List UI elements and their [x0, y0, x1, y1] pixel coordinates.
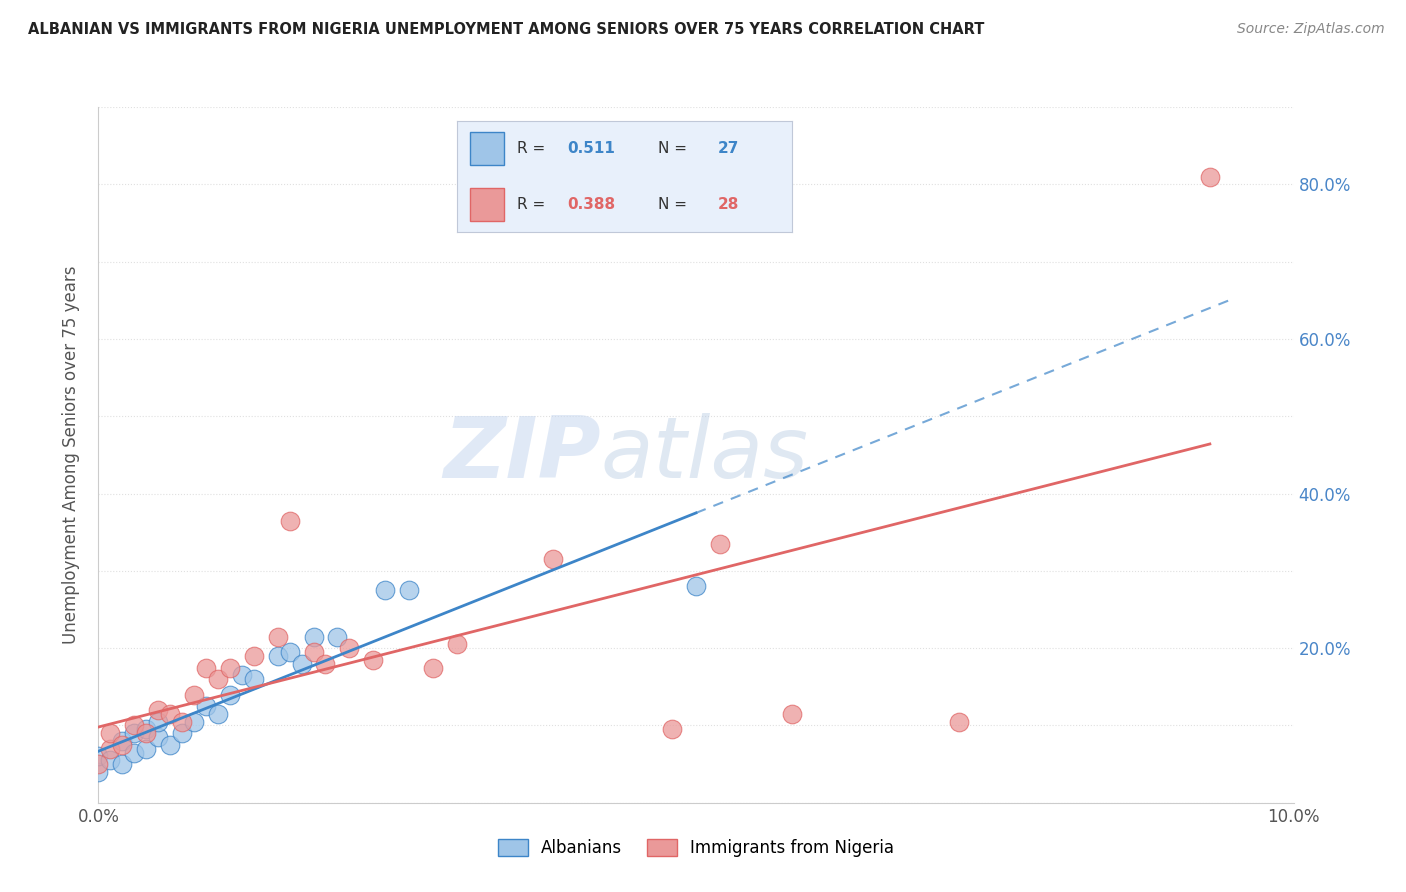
Point [183, 688, 205, 702]
Point [661, 723, 683, 737]
Point [278, 645, 301, 659]
Legend: Albanians, Immigrants from Nigeria: Albanians, Immigrants from Nigeria [491, 832, 901, 864]
Point [111, 757, 134, 772]
Point [100, 726, 122, 740]
Text: atlas: atlas [600, 413, 808, 497]
Point [159, 738, 181, 752]
Point [124, 746, 146, 760]
Point [685, 579, 707, 593]
Point [207, 706, 229, 721]
Point [148, 714, 170, 729]
Point [315, 657, 337, 671]
Point [398, 583, 420, 598]
Point [948, 714, 970, 729]
Point [446, 637, 468, 651]
Point [172, 726, 194, 740]
Point [135, 741, 157, 756]
Point [302, 645, 325, 659]
Point [422, 660, 444, 674]
Point [326, 630, 349, 644]
Point [374, 583, 396, 598]
Point [148, 703, 170, 717]
Point [111, 738, 134, 752]
Point [302, 630, 325, 644]
Point [1198, 169, 1220, 184]
Point [148, 730, 170, 744]
Point [183, 714, 205, 729]
Point [339, 641, 360, 656]
Text: ZIP: ZIP [443, 413, 600, 497]
Point [541, 552, 564, 566]
Point [124, 726, 146, 740]
Point [278, 514, 301, 528]
Point [87, 749, 110, 764]
Point [124, 718, 146, 732]
Point [172, 714, 194, 729]
Text: ALBANIAN VS IMMIGRANTS FROM NIGERIA UNEMPLOYMENT AMONG SENIORS OVER 75 YEARS COR: ALBANIAN VS IMMIGRANTS FROM NIGERIA UNEM… [28, 22, 984, 37]
Point [87, 764, 110, 779]
Text: Source: ZipAtlas.com: Source: ZipAtlas.com [1237, 22, 1385, 37]
Point [363, 653, 385, 667]
Point [135, 723, 157, 737]
Point [219, 688, 242, 702]
Point [243, 648, 266, 663]
Point [100, 753, 122, 767]
Point [195, 699, 218, 714]
Point [159, 706, 181, 721]
Point [231, 668, 253, 682]
Point [100, 741, 122, 756]
Point [135, 726, 157, 740]
Point [207, 672, 229, 686]
Point [219, 660, 242, 674]
Point [243, 672, 266, 686]
Point [291, 657, 314, 671]
Point [780, 706, 803, 721]
Point [111, 734, 134, 748]
Y-axis label: Unemployment Among Seniors over 75 years: Unemployment Among Seniors over 75 years [62, 266, 80, 644]
Point [195, 660, 218, 674]
Point [709, 537, 731, 551]
Point [87, 757, 110, 772]
Point [267, 630, 290, 644]
Point [267, 648, 290, 663]
